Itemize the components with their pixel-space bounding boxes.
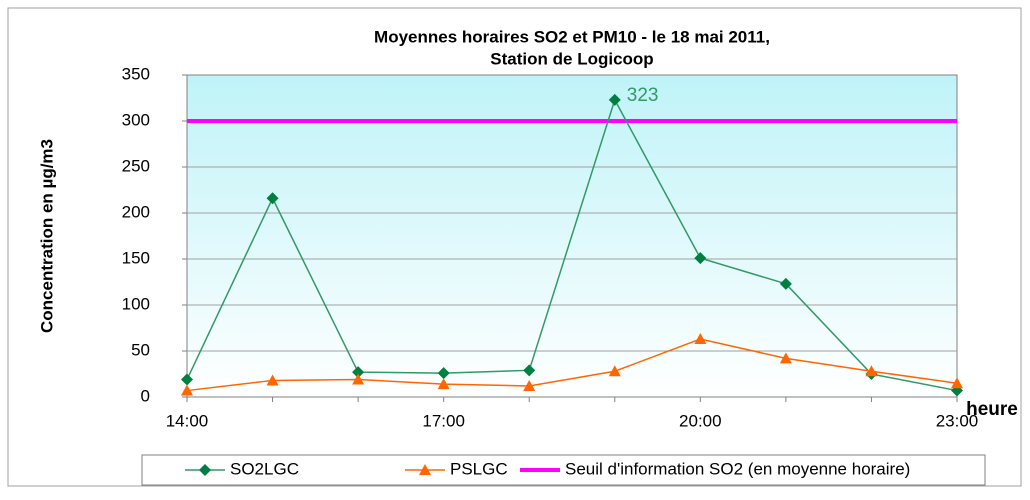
series-line [186, 338, 958, 392]
point [608, 93, 621, 106]
x-tick-label: 20:00 [679, 411, 722, 430]
point [779, 277, 792, 290]
y-tick-label: 150 [122, 248, 150, 267]
x-axis-label: heure [966, 399, 1018, 420]
point [523, 364, 536, 377]
point [437, 367, 450, 380]
chart-title: Moyennes horaires SO2 et PM10 - le 18 ma… [374, 27, 770, 46]
y-tick-label: 100 [122, 294, 150, 313]
legend-label: PSLGC [450, 459, 508, 478]
point [951, 377, 963, 389]
data-label: 323 [627, 85, 659, 106]
y-tick-label: 300 [122, 110, 150, 129]
point [608, 365, 621, 377]
legend-label: SO2LGC [230, 459, 299, 478]
point [352, 366, 365, 379]
y-axis-label: Concentration en µg/m3 [37, 139, 56, 333]
x-tick-label: 23:00 [936, 411, 979, 430]
point [181, 373, 193, 386]
legend [141, 454, 986, 486]
point [694, 252, 707, 265]
point [865, 365, 878, 377]
point [437, 378, 450, 390]
point [181, 384, 193, 396]
legend-label: Seuil d'information SO2 (en moyenne hora… [565, 459, 910, 478]
x-tick-label: 14:00 [166, 411, 209, 430]
x-tick-label: 17:00 [422, 411, 465, 430]
y-tick-label: 200 [122, 202, 150, 221]
y-tick-label: 250 [122, 156, 150, 175]
series-line [186, 97, 958, 392]
point [266, 374, 279, 386]
y-tick-label: 50 [131, 340, 150, 359]
point [352, 373, 365, 385]
point [419, 464, 431, 475]
point [266, 192, 279, 205]
y-tick-label: 0 [141, 386, 150, 405]
point [199, 464, 211, 476]
y-tick-label: 350 [122, 64, 150, 83]
point [779, 352, 792, 364]
chart-title: Station de Logicoop [490, 49, 653, 68]
point [694, 333, 707, 345]
point [523, 379, 536, 391]
